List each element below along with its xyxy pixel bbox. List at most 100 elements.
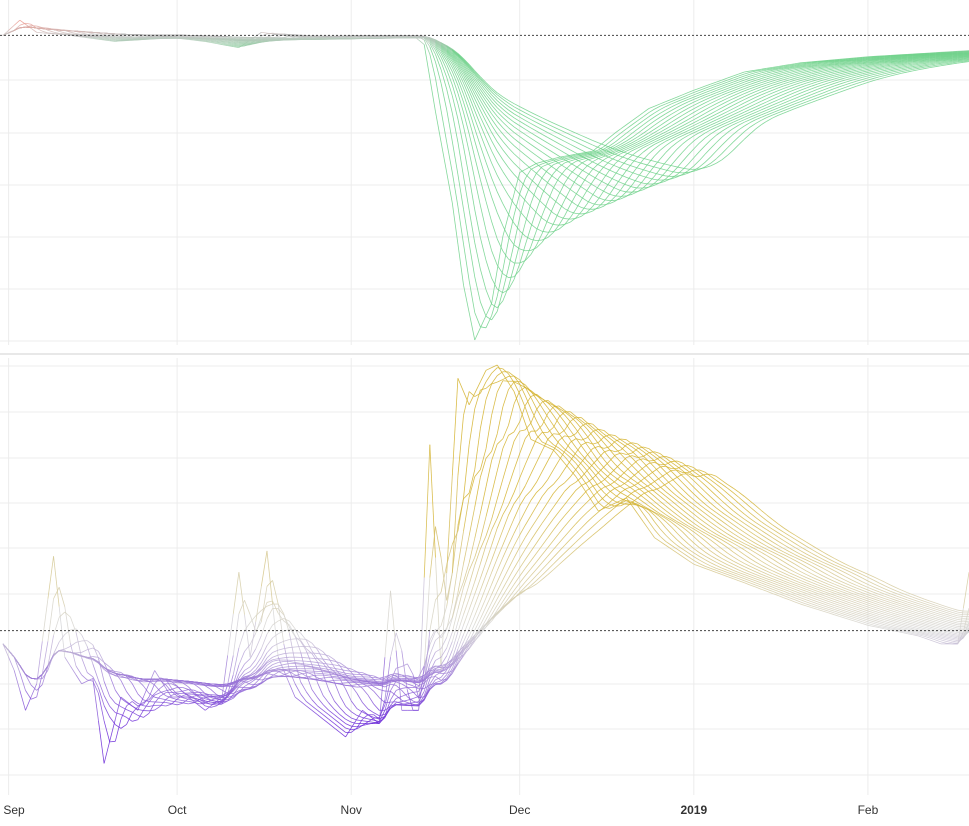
top-series-9-segment [755,82,762,85]
top-series-22-segment [581,144,588,148]
top-series-4-segment [468,210,476,243]
top-series-2-segment [47,32,54,34]
top-series-5-segment [744,77,751,81]
top-series-3-segment [47,29,54,33]
top-series-14-segment [536,173,543,179]
top-series-17-segment [631,191,638,195]
top-series-12-segment [474,104,481,118]
top-series-22-segment [873,74,880,77]
top-series-12-segment [682,125,689,129]
bottom-series-3-segment [699,559,706,564]
top-series-20-segment [603,167,610,171]
bottom-series-2-segment [789,597,796,601]
top-series-16-segment [716,119,723,123]
top-series-15-segment [699,124,706,129]
top-series-11-segment [738,93,745,97]
top-series-5-segment [648,120,655,126]
top-series-1-segment [435,111,442,143]
top-series-1-segment [834,58,840,61]
top-series-4-segment [502,286,509,301]
top-series-13-segment [553,199,560,205]
bottom-series-3-segment [654,521,661,530]
top-series-13-segment [682,127,689,132]
top-series-22-segment [721,139,728,146]
top-series-3-segment [221,42,228,44]
top-series-10-segment [794,72,801,75]
top-series-11-segment [687,119,694,124]
bottom-series-5-segment [266,608,273,620]
top-series-8-segment [659,125,666,130]
top-series-8-segment [839,62,846,64]
top-series-8-segment [828,63,835,66]
top-series-1-segment [182,38,189,40]
top-series-15-segment [182,35,189,38]
bottom-series-1-segment [710,570,717,573]
top-series-8-segment [693,105,700,110]
top-series-23-segment [850,83,857,86]
top-series-2-segment [485,315,492,328]
top-series-21-segment [508,109,515,115]
top-series-2-segment [435,77,442,111]
top-series-24-segment [946,63,953,66]
top-series-10-segment [643,140,650,144]
top-series-9-segment [485,162,492,179]
top-series-7-segment [519,260,526,264]
top-series-5-segment [699,94,706,98]
top-series-23-segment [912,67,919,70]
top-series-7-segment [233,40,239,43]
top-series-4-segment [614,141,622,146]
bottom-series-4-segment [732,572,739,575]
top-series-11-segment [525,200,532,208]
top-series-15-segment [789,84,796,87]
top-series-13-segment [850,65,857,68]
top-series-10-segment [772,78,779,82]
top-series-23-segment [800,101,807,105]
top-series-9-segment [851,61,857,64]
top-series-6-segment [227,40,234,43]
top-series-10-segment [682,119,689,124]
top-series-4-segment [789,66,795,68]
top-series-15-segment [688,129,694,134]
bottom-series-4-segment [536,408,543,419]
top-series-23-segment [715,153,723,160]
top-series-8-segment [311,37,318,39]
top-series-16-segment [817,77,824,81]
top-series-13-segment [699,119,706,124]
top-series-11-segment [873,60,880,63]
top-series-9-segment [716,97,723,101]
top-series-14-segment [581,207,588,210]
bottom-series-3-segment [109,716,116,725]
top-series-6-segment [233,41,239,44]
top-series-17-segment [502,121,509,128]
bottom-series-2-segment [699,563,706,567]
top-series-17-segment [665,155,672,163]
top-series-15-segment [732,108,739,113]
top-series-7-segment [451,77,459,94]
top-series-7-segment [626,142,633,146]
top-series-2-segment [581,152,588,155]
bottom-series-4-segment [530,397,537,409]
top-series-24-segment [716,159,723,164]
top-series-15-segment [912,59,919,61]
top-series-20-segment [609,169,616,173]
top-series-3-segment [794,64,801,66]
top-series-12-segment [637,147,644,152]
top-series-14-segment [732,105,739,110]
top-series-24-segment [727,150,734,156]
top-series-13-segment [710,113,717,118]
bottom-series-3-segment [822,607,829,610]
top-series-12-segment [845,65,852,68]
top-series-3-segment [59,32,65,35]
top-series-23-segment [777,110,784,114]
top-series-5-segment [631,133,638,138]
top-series-9-segment [856,61,863,63]
top-series-16-segment [918,59,925,62]
top-series-22-segment [570,138,577,143]
top-series-7-segment [777,71,784,75]
top-series-21-segment [710,142,717,149]
top-series-12-segment [513,174,520,181]
bottom-series-5-segment [339,714,346,720]
bottom-series-1-segment [508,382,515,392]
top-series-9-segment [744,86,751,90]
